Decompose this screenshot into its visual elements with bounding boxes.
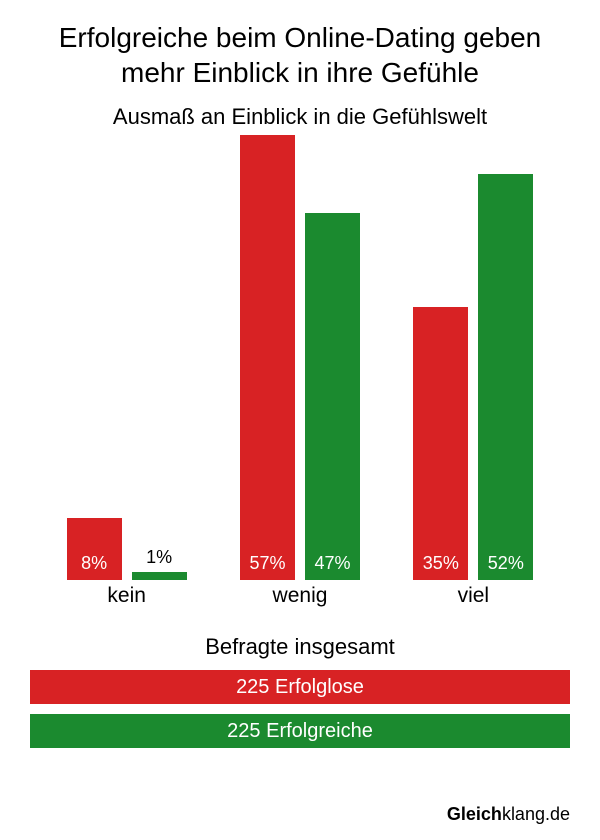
bar: 47% [305, 213, 360, 580]
bar-pair: 8% 1% [67, 135, 187, 580]
bar-value-label: 57% [249, 553, 285, 574]
bar: 8% [67, 518, 122, 580]
bar-group: 57% 47% wenig [213, 135, 386, 608]
bar-value-label: 47% [314, 553, 350, 574]
bar: 52% [478, 174, 533, 580]
bar-value-label: 52% [488, 553, 524, 574]
chart-title: Erfolgreiche beim Online-Dating geben me… [30, 20, 570, 90]
bar: 35% [413, 307, 468, 580]
bar-pair: 35% 52% [413, 135, 533, 580]
legend-bar: 225 Erfolglose [30, 670, 570, 704]
x-axis-label: viel [458, 584, 490, 608]
bar-value-label: 1% [132, 547, 187, 568]
x-axis-label: wenig [273, 584, 328, 608]
branding: Gleichklang.de [30, 794, 570, 825]
bar: 1% [132, 572, 187, 580]
branding-bold: Gleich [447, 804, 502, 824]
branding-rest: klang.de [502, 804, 570, 824]
bar: 57% [240, 135, 295, 580]
legend-label: 225 Erfolgreiche [227, 720, 373, 743]
x-axis-label: kein [107, 584, 146, 608]
legend-title: Befragte insgesamt [205, 634, 395, 660]
bar-value-label: 8% [81, 553, 107, 574]
bar-group: 35% 52% viel [387, 135, 560, 608]
bar-group: 8% 1% kein [40, 135, 213, 608]
legend-section: Befragte insgesamt 225 Erfolglose 225 Erf… [30, 634, 570, 758]
bar-chart: 8% 1% kein 57% 47% wenig 35% 52% viel [30, 138, 570, 608]
chart-subtitle: Ausmaß an Einblick in die Gefühlswelt [30, 104, 570, 130]
legend-bar: 225 Erfolgreiche [30, 714, 570, 748]
legend-label: 225 Erfolglose [236, 676, 364, 699]
bar-pair: 57% 47% [240, 135, 360, 580]
bar-value-label: 35% [423, 553, 459, 574]
